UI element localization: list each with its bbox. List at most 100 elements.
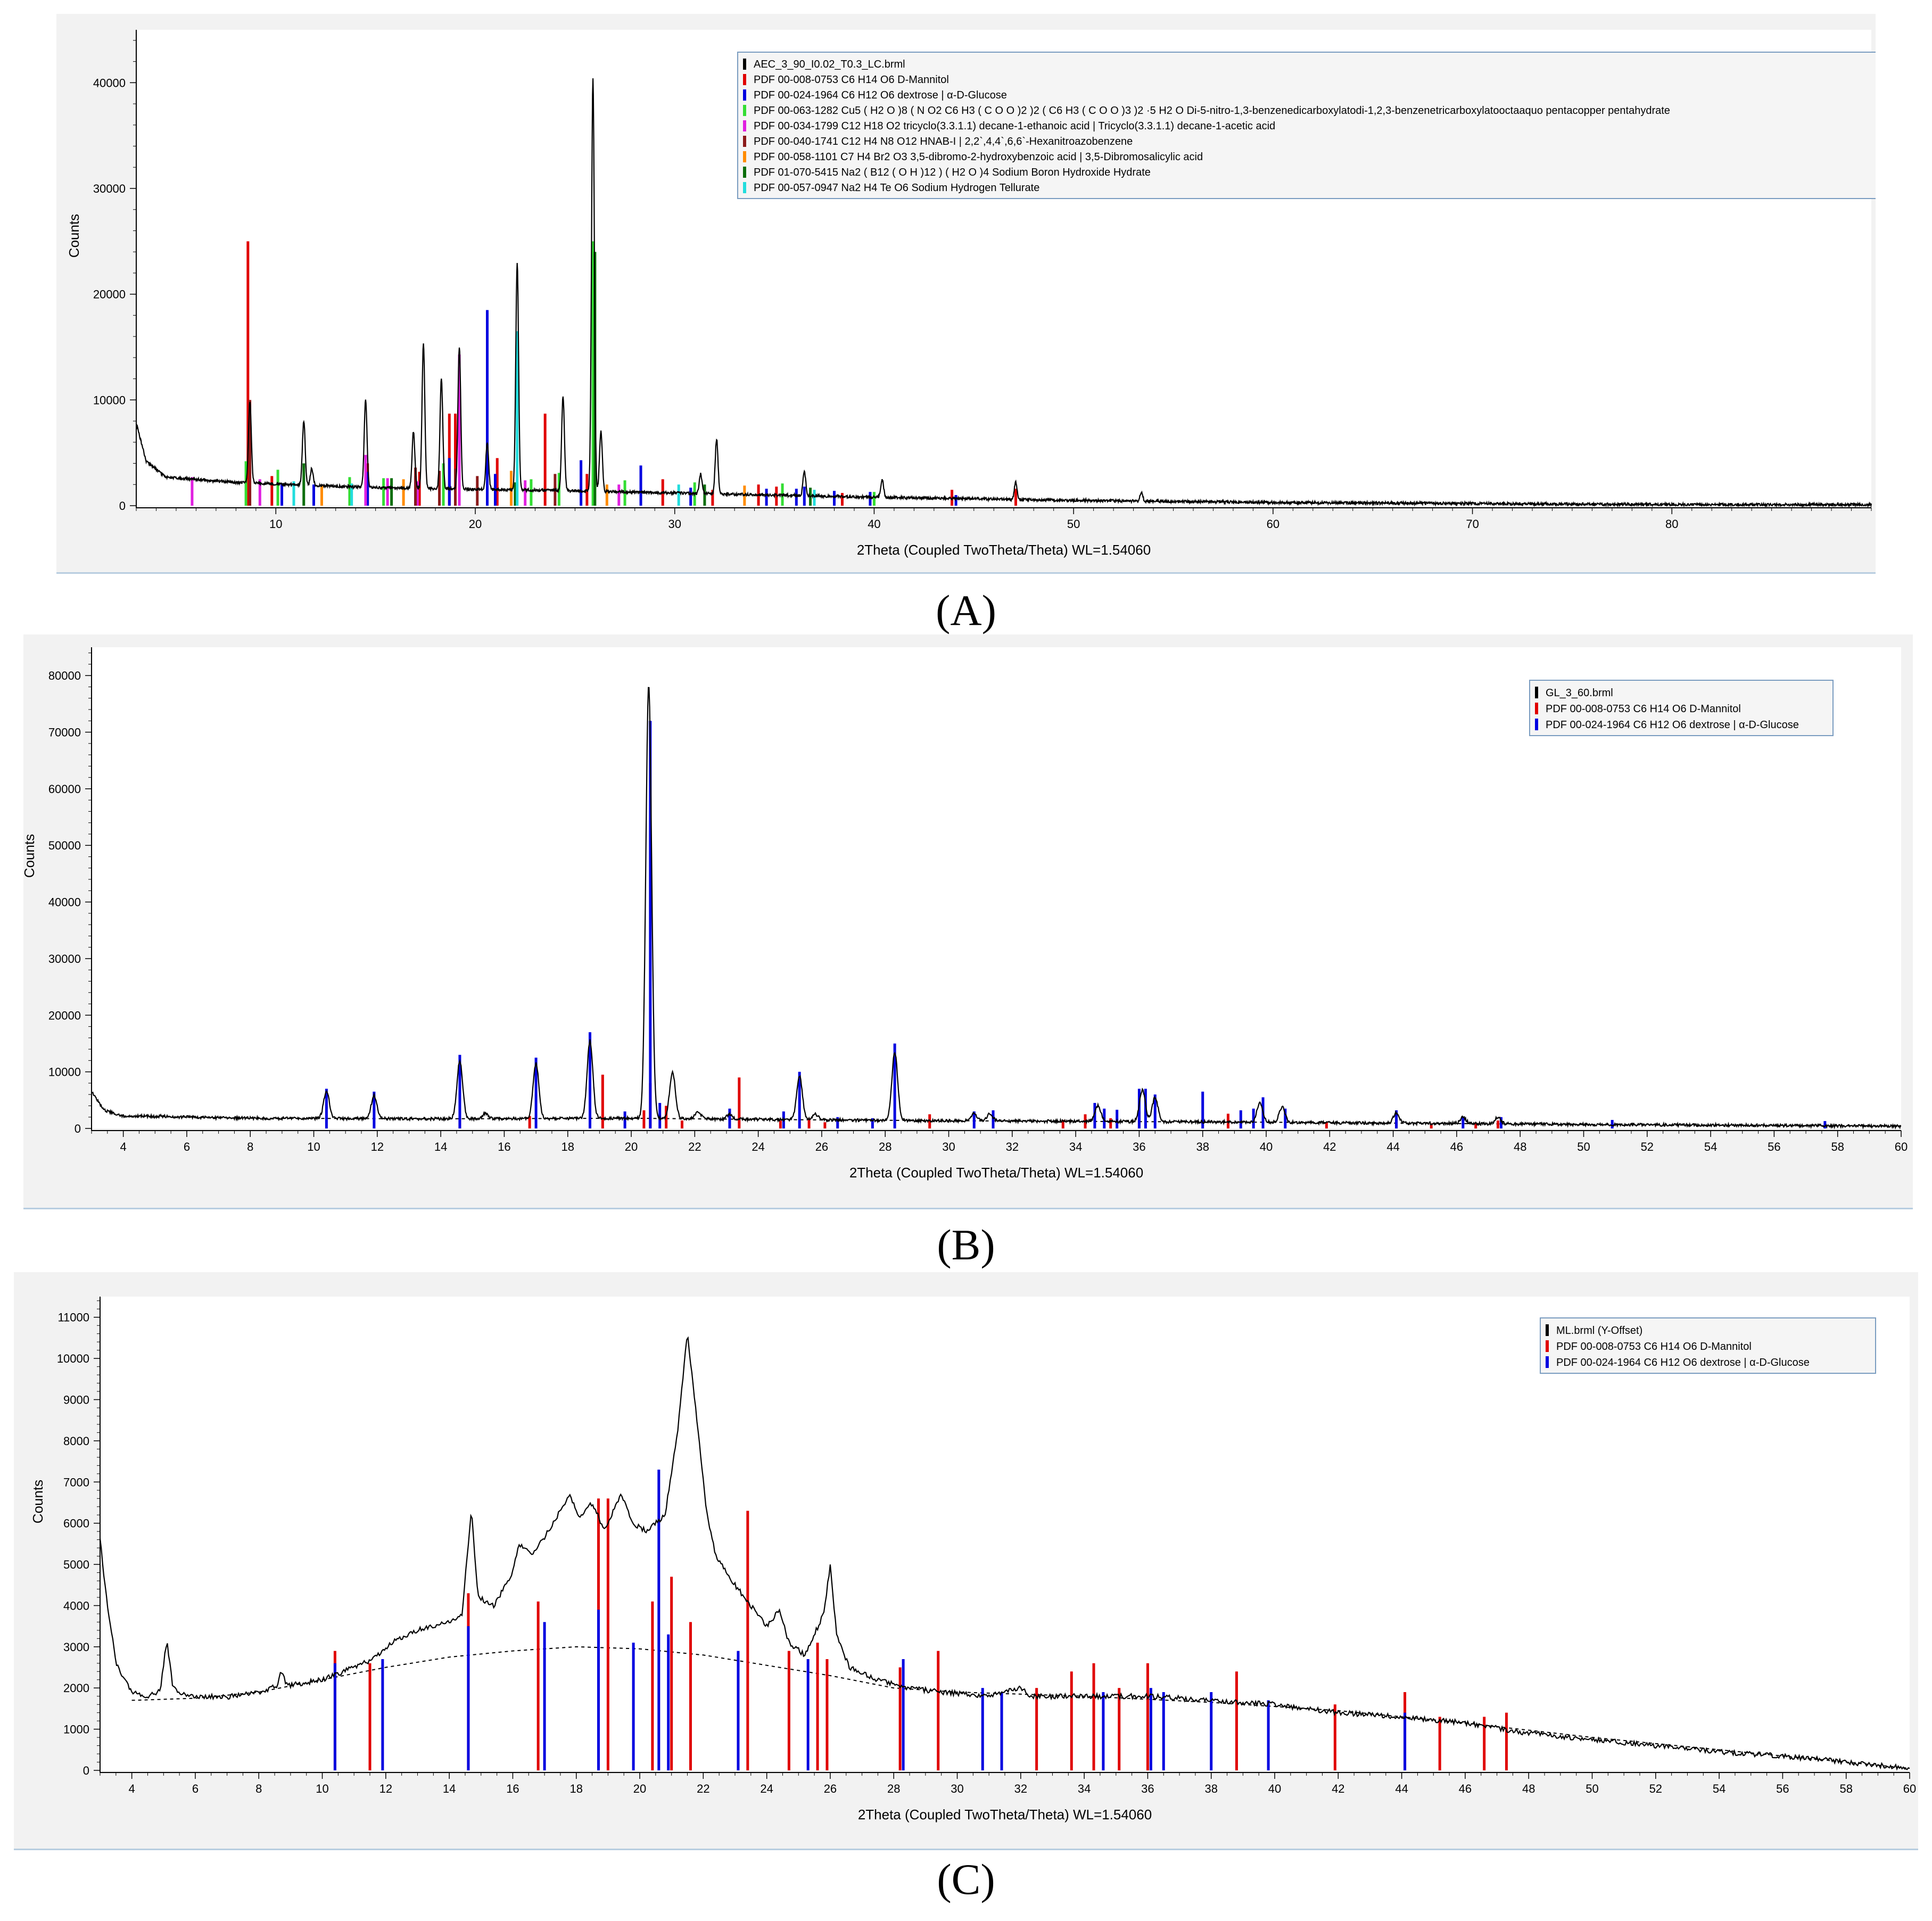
- chart-b-x-tick-label: 36: [1133, 1140, 1145, 1153]
- chart-a-legend-label: PDF 00-008-0753 C6 H14 O6 D-Mannitol: [754, 74, 949, 86]
- chart-c-x-tick-label: 4: [129, 1782, 135, 1795]
- chart-b-observed-pattern: [91, 687, 1901, 1130]
- chart-b-y-tick-label: 60000: [48, 782, 81, 796]
- chart-c-x-tick-label: 8: [255, 1782, 262, 1795]
- chart-a-legend-swatch: [743, 74, 746, 85]
- chart-b-y-tick-label: 50000: [48, 839, 81, 852]
- chart-b-x-tick-label: 30: [942, 1140, 955, 1153]
- panel-b: 4 6 8 10 12 14 16 18 20 22 24 26 28 30 32 34 36 38 40 42 44 4…: [21, 634, 1913, 1209]
- chart-b-x-tick-label: 34: [1069, 1140, 1082, 1153]
- chart-a-x-tick-label: 40: [868, 517, 880, 531]
- chart-a-legend-label: PDF 00-058-1101 C7 H4 Br2 O3 3,5-dibromo…: [754, 151, 1203, 163]
- chart-c-y-tick-label: 3000: [63, 1640, 89, 1654]
- chart-b-x-tick-label: 6: [184, 1140, 190, 1153]
- chart-a-y-tick-label: 30000: [93, 182, 126, 195]
- chart-c-x-tick-label: 50: [1586, 1782, 1598, 1795]
- chart-b-x-tick-label: 22: [688, 1140, 701, 1153]
- chart-b-x-tick-label: 38: [1196, 1140, 1209, 1153]
- chart-b-x-tick-label: 48: [1514, 1140, 1526, 1153]
- chart-c-x-tick-label: 58: [1839, 1782, 1852, 1795]
- chart-c-y-tick-label: 0: [83, 1764, 89, 1777]
- chart-c-y-tick-label: 9000: [63, 1393, 89, 1406]
- chart-a-x-tick-label: 20: [469, 517, 482, 531]
- chart-a-legend-swatch: [743, 89, 746, 101]
- chart-a-legend-swatch: [743, 136, 746, 147]
- chart-a-legend-swatch: [743, 59, 746, 70]
- chart-c-x-tick-label: 6: [192, 1782, 199, 1795]
- chart-b-legend-swatch: [1535, 703, 1538, 714]
- chart-c-y-tick-label: 7000: [63, 1475, 89, 1489]
- chart-c-x-axis-label: 2Theta (Coupled TwoTheta/Theta) WL=1.540…: [858, 1807, 1152, 1823]
- chart-a-legend-label: PDF 01-070-5415 Na2 ( B12 ( O H )12 ) ( …: [754, 167, 1151, 178]
- chart-c-x-tick-label: 42: [1332, 1782, 1344, 1795]
- chart-b-x-tick-label: 14: [434, 1140, 447, 1153]
- chart-b-y-tick-label: 20000: [48, 1009, 81, 1022]
- chart-b-legend: [1529, 680, 1834, 736]
- chart-c-legend-swatch: [1546, 1340, 1549, 1352]
- chart-b-x-tick-label: 18: [561, 1140, 574, 1153]
- chart-b-legend-label: GL_3_60.brml: [1546, 687, 1613, 699]
- panel-label-c: (C): [937, 1855, 995, 1903]
- chart-a-legend-label: PDF 00-063-1282 Cu5 ( H2 O )8 ( N O2 C6 …: [754, 105, 1670, 117]
- chart-c-legend: [1540, 1317, 1876, 1374]
- chart-c-x-tick-label: 34: [1078, 1782, 1091, 1795]
- panel-a: 10 20 30 40 50 60 70 80 0 10000 20000 30000 40000 2Th…: [56, 14, 1883, 574]
- panel-label-b: (B): [937, 1221, 995, 1269]
- chart-c-x-tick-label: 36: [1141, 1782, 1154, 1795]
- chart-a-legend-swatch: [743, 151, 746, 162]
- chart-c-x-tick-label: 30: [951, 1782, 963, 1795]
- chart-c-y-tick-label: 10000: [57, 1352, 89, 1365]
- chart-c-x-tick-label: 14: [443, 1782, 456, 1795]
- chart-a-x-tick-label: 30: [668, 517, 681, 531]
- chart-c-y-axis-label: Counts: [30, 1480, 46, 1523]
- chart-c-y-tick-label: 5000: [63, 1558, 89, 1571]
- chart-b-x-tick-label: 16: [498, 1140, 510, 1153]
- chart-c-x-tick-label: 40: [1268, 1782, 1281, 1795]
- chart-b-x-tick-label: 20: [625, 1140, 638, 1153]
- chart-b-x-tick-label: 58: [1831, 1140, 1844, 1153]
- chart-b-y-tick-label: 40000: [48, 896, 81, 909]
- chart-c-x-tick-label: 32: [1014, 1782, 1027, 1795]
- chart-c-x-tick-label: 20: [633, 1782, 646, 1795]
- chart-b-x-tick-label: 52: [1641, 1140, 1654, 1153]
- chart-a-y-tick-label: 0: [119, 499, 126, 513]
- chart-b-legend-swatch: [1535, 687, 1538, 698]
- chart-b-x-tick-label: 12: [371, 1140, 384, 1153]
- chart-c-observed-pattern: [99, 1336, 1910, 1771]
- chart-c-y-tick-label: 6000: [63, 1517, 89, 1530]
- chart-b-y-tick-label: 30000: [48, 952, 81, 966]
- chart-a-legend-label: PDF 00-034-1799 C12 H18 O2 tricyclo(3.3.…: [754, 120, 1275, 132]
- chart-a: 10 20 30 40 50 60 70 80 0 10000 20000 30000 40000 2Th…: [66, 30, 1883, 558]
- chart-c-x-tick-label: 24: [760, 1782, 773, 1795]
- chart-a-legend-swatch: [743, 167, 746, 178]
- chart-c-x-tick-label: 16: [506, 1782, 519, 1795]
- chart-c-x-tick-label: 44: [1395, 1782, 1408, 1795]
- chart-b-x-tick-label: 50: [1577, 1140, 1590, 1153]
- chart-a-x-tick-label: 60: [1267, 517, 1279, 531]
- chart-c-y-tick-label: 1000: [63, 1723, 89, 1736]
- chart-c-x-tick-label: 12: [379, 1782, 392, 1795]
- chart-c-x-tick-label: 60: [1903, 1782, 1916, 1795]
- chart-a-legend-label: PDF 00-024-1964 C6 H12 O6 dextrose | α-D…: [754, 89, 1007, 101]
- chart-c-legend-swatch: [1546, 1324, 1549, 1336]
- chart-c-legend-label: PDF 00-008-0753 C6 H14 O6 D-Mannitol: [1556, 1341, 1752, 1353]
- chart-c-x-tick-label: 38: [1204, 1782, 1217, 1795]
- chart-a-x-tick-label: 80: [1665, 517, 1678, 531]
- chart-b-legend-label: PDF 00-024-1964 C6 H12 O6 dextrose | α-D…: [1546, 719, 1799, 731]
- chart-c-x-tick-label: 18: [569, 1782, 582, 1795]
- chart-a-legend-swatch: [743, 105, 746, 116]
- chart-a-legend-label: PDF 00-057-0947 Na2 H4 Te O6 Sodium Hydr…: [754, 182, 1039, 194]
- chart-b-legend-swatch: [1535, 719, 1538, 730]
- chart-b-x-tick-label: 8: [247, 1140, 253, 1153]
- chart-b-x-tick-label: 24: [752, 1140, 764, 1153]
- chart-a-y-tick-label: 20000: [93, 288, 126, 301]
- chart-b-y-tick-label: 70000: [48, 726, 81, 739]
- chart-b-x-tick-label: 26: [815, 1140, 828, 1153]
- chart-b-x-tick-label: 40: [1260, 1140, 1273, 1153]
- chart-a-y-tick-label: 40000: [93, 76, 126, 89]
- chart-b-x-tick-label: 46: [1450, 1140, 1463, 1153]
- chart-b-x-tick-label: 56: [1768, 1140, 1780, 1153]
- chart-a-y-axis-label: Counts: [66, 214, 82, 258]
- chart-b-legend-label: PDF 00-008-0753 C6 H14 O6 D-Mannitol: [1546, 703, 1741, 715]
- chart-c-x-tick-label: 48: [1522, 1782, 1535, 1795]
